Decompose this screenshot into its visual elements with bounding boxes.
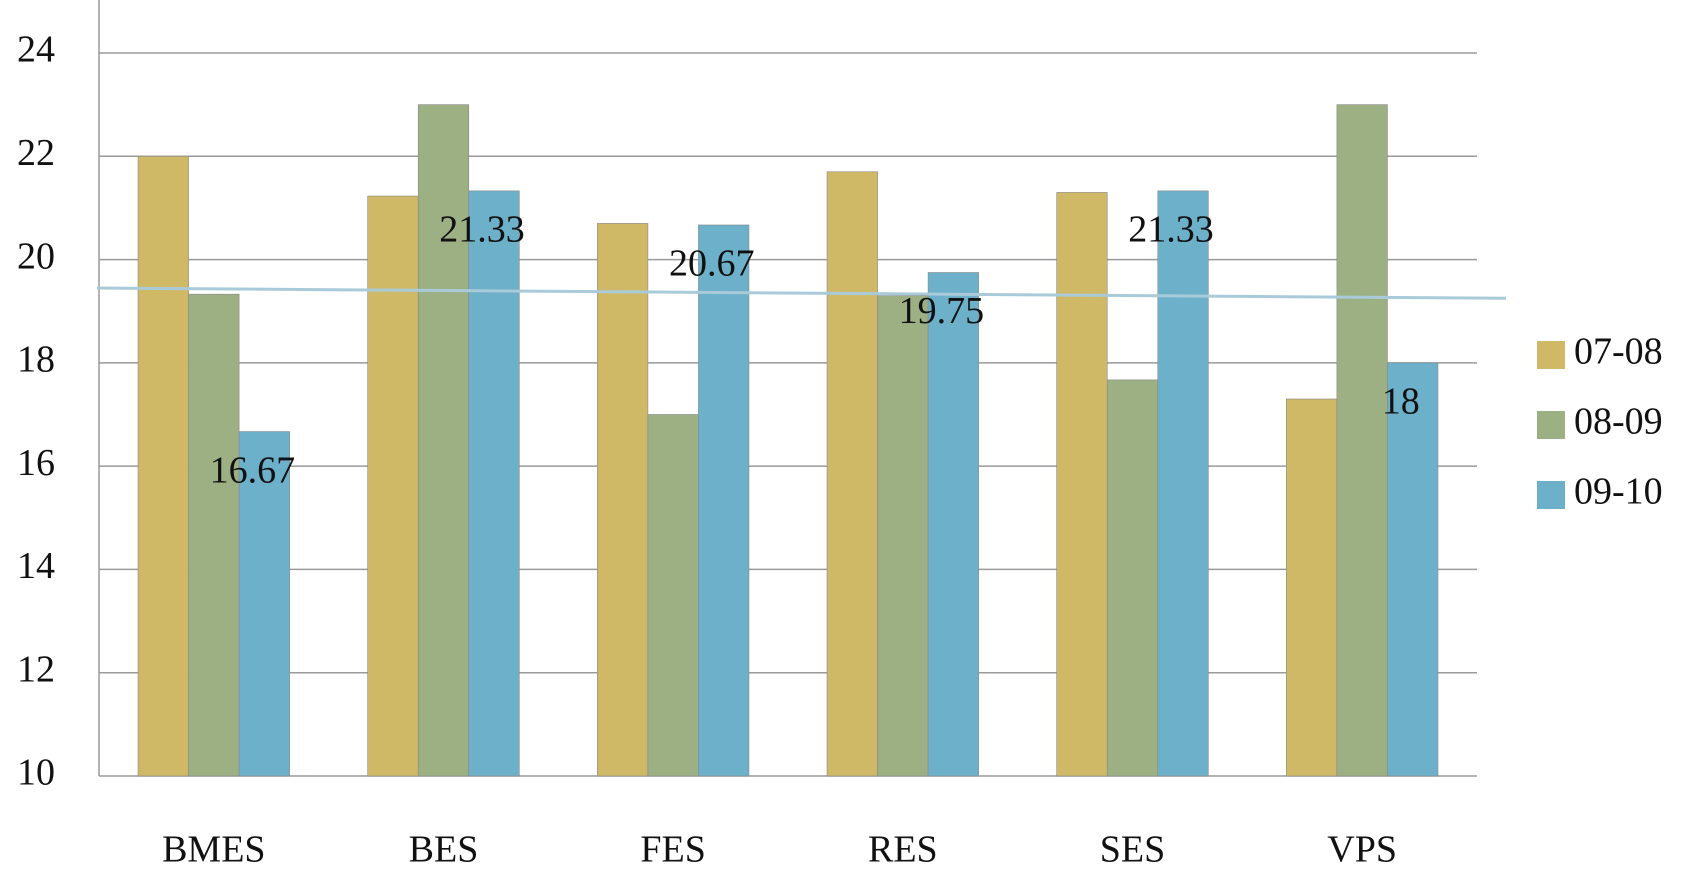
x-tick-label: VPS <box>1327 829 1397 871</box>
y-tick-label: 10 <box>17 752 55 794</box>
legend-label: 07-08 <box>1574 331 1663 373</box>
bar <box>698 224 750 777</box>
bar <box>1387 362 1439 777</box>
bar <box>417 104 470 777</box>
data-label: 19.75 <box>899 290 985 332</box>
data-label: 21.33 <box>1128 209 1214 251</box>
bar <box>647 414 699 777</box>
bar <box>597 223 649 777</box>
bar <box>137 155 189 777</box>
data-label: 20.67 <box>669 243 755 285</box>
bar <box>367 195 419 777</box>
data-label: 18 <box>1382 381 1420 423</box>
legend-swatch <box>1537 411 1565 439</box>
bar <box>238 431 290 777</box>
bar <box>927 272 979 777</box>
bar <box>826 171 878 777</box>
x-tick-label: BMES <box>162 829 265 871</box>
y-tick-label: 14 <box>17 545 55 587</box>
x-tick-label: FES <box>640 829 705 871</box>
bar <box>877 295 929 777</box>
x-tick-label: RES <box>868 829 938 871</box>
legend-label: 09-10 <box>1574 471 1663 513</box>
legend-label: 08-09 <box>1574 401 1663 443</box>
y-tick-label: 12 <box>17 648 55 690</box>
x-tick-label: BES <box>409 829 479 871</box>
bar <box>468 190 520 777</box>
bar <box>188 293 240 777</box>
bar <box>1157 190 1209 777</box>
y-tick-label: 16 <box>17 442 55 484</box>
legend-swatch <box>1537 481 1565 509</box>
trendline <box>96 286 1507 300</box>
bar <box>1336 104 1388 777</box>
y-tick-label: 20 <box>17 235 55 277</box>
bar <box>1106 379 1159 777</box>
data-label: 16.67 <box>210 449 296 491</box>
bar <box>1286 398 1338 777</box>
y-tick-label: 22 <box>17 132 55 174</box>
data-label: 21.33 <box>439 209 525 251</box>
y-tick-label: 24 <box>17 29 55 71</box>
y-tick-label: 18 <box>17 339 55 381</box>
bar <box>1056 192 1108 777</box>
legend-swatch <box>1537 341 1565 369</box>
x-tick-label: SES <box>1100 829 1165 871</box>
